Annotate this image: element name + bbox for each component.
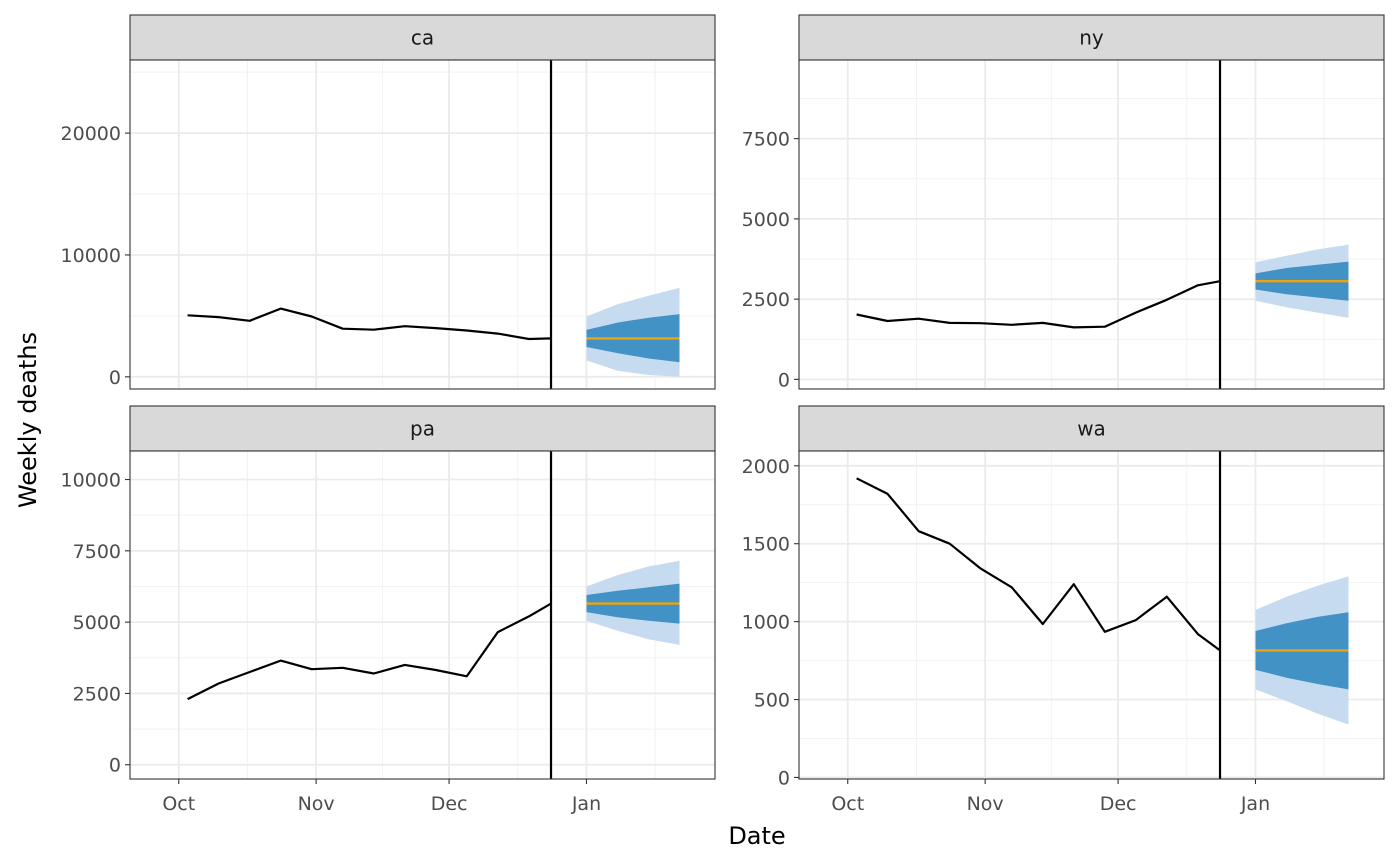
y-tick-label: 0: [109, 367, 121, 389]
panel-border: [129, 59, 716, 390]
x-tick-label: Dec: [431, 793, 468, 815]
y-tick-label: 7500: [73, 541, 121, 563]
x-tick-label: Jan: [571, 793, 601, 815]
y-tick-label: 10000: [61, 245, 121, 267]
observed-line: [856, 280, 1221, 329]
x-tick-label: Oct: [831, 793, 864, 815]
x-tick-label: Oct: [162, 793, 195, 815]
y-tick-label: 2500: [742, 289, 790, 311]
y-tick-label: 2000: [742, 456, 790, 478]
panel-wa: wa 0 500 1000 1500 2000 Oct Nov Dec Jan: [742, 405, 1385, 815]
panels: ca01000020000ny0250050007500pa0250050007…: [61, 14, 1385, 815]
y-tick-label: 500: [754, 690, 790, 712]
y-tick-label: 20000: [61, 123, 121, 145]
y-axis-title: Weekly deaths: [14, 332, 42, 508]
data-layer: [856, 451, 1349, 779]
y-tick-label: 5000: [742, 209, 790, 231]
strip-label: ca: [411, 26, 434, 50]
observed-line: [856, 477, 1221, 652]
observed-line: [187, 307, 552, 341]
panel-ny: ny 0 2500 5000 7500: [742, 14, 1385, 391]
y-tick-label: 1000: [742, 612, 790, 634]
y-tick-label: 10000: [61, 470, 121, 492]
x-tick-label: Jan: [1240, 793, 1270, 815]
y-tick-label: 0: [778, 767, 790, 789]
y-tick-label: 0: [778, 369, 790, 391]
strip-label: pa: [410, 417, 435, 441]
data-layer: [187, 60, 680, 389]
y-tick-label: 1500: [742, 534, 790, 556]
panel-ca: ca 0 10000 20000: [61, 14, 716, 390]
panel-border: [798, 59, 1385, 390]
data-layer: [856, 60, 1349, 389]
plot-background: [799, 60, 1384, 389]
strip-ca: [129, 14, 716, 61]
strip-label: wa: [1077, 417, 1106, 441]
x-tick-label: Nov: [967, 793, 1004, 815]
x-tick-label: Nov: [298, 793, 335, 815]
x-axis-title: Date: [728, 822, 785, 850]
observed-line: [187, 602, 552, 701]
y-tick-label: 0: [109, 755, 121, 777]
panel-pa: pa 0 2500 5000 7500 10000 Oct Nov Dec Jan: [61, 405, 716, 815]
strip-pa: [129, 405, 716, 452]
panel-border: [798, 450, 1385, 780]
y-tick-label: 5000: [73, 612, 121, 634]
y-tick-label: 7500: [742, 129, 790, 151]
strip-label: ny: [1079, 26, 1104, 50]
x-tick-label: Dec: [1100, 793, 1137, 815]
panel-border: [129, 450, 716, 780]
strip-wa: [798, 405, 1385, 452]
strip-ny: [798, 14, 1385, 61]
y-tick-label: 2500: [73, 683, 121, 705]
data-layer: [187, 451, 680, 779]
